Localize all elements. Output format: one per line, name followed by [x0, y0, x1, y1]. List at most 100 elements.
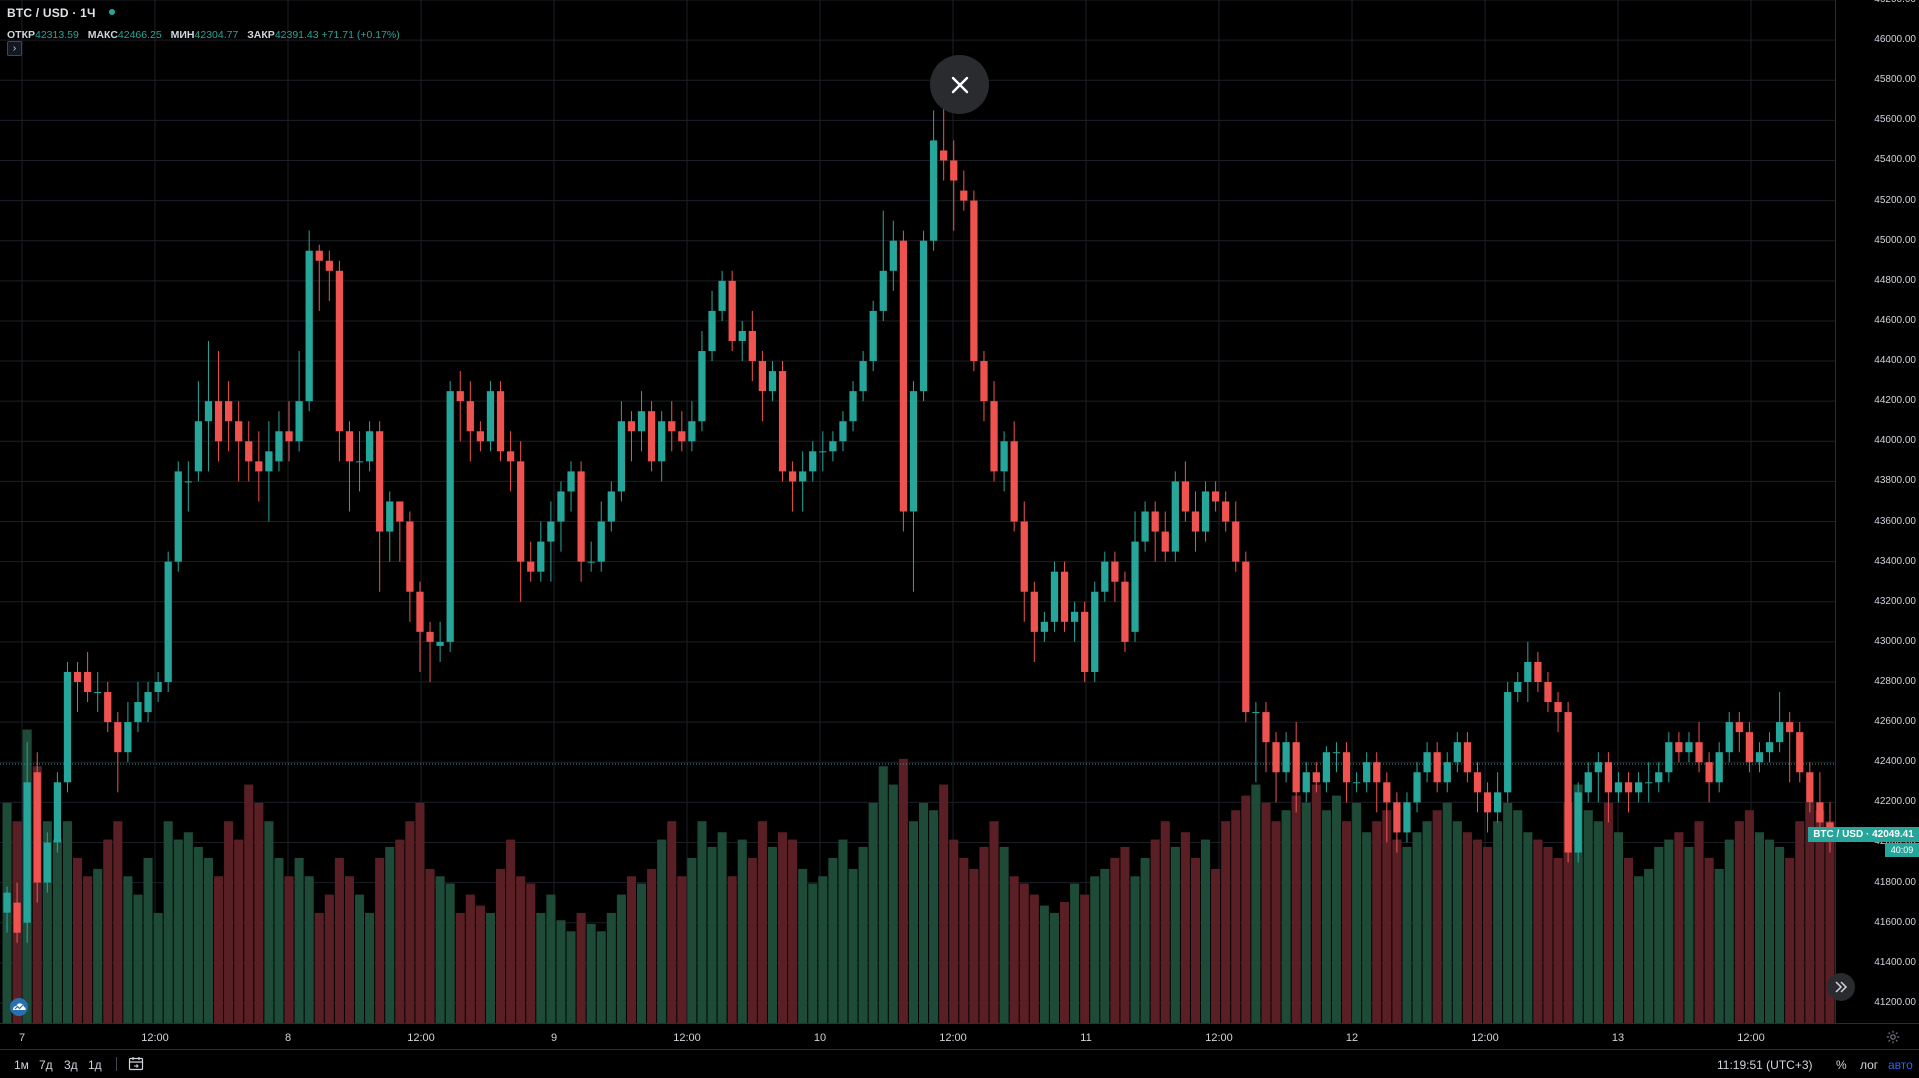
candle-body: [647, 411, 656, 462]
candle-body: [829, 441, 837, 452]
symbol-title[interactable]: BTC / USD · 1Ч: [7, 6, 96, 20]
log-scale-toggle[interactable]: лог: [1860, 1058, 1879, 1072]
gear-icon[interactable]: [1886, 1030, 1900, 1049]
volume-bar: [526, 883, 536, 1023]
volume-bar: [1432, 810, 1442, 1023]
volume-bar: [405, 821, 415, 1023]
volume-bar: [1734, 821, 1744, 1023]
range-1d-button[interactable]: 1д: [88, 1058, 102, 1072]
close-button[interactable]: [930, 55, 989, 114]
candle-body: [889, 240, 897, 271]
candle-body: [275, 431, 283, 462]
volume-bar: [878, 766, 888, 1023]
volume-bar: [1583, 810, 1593, 1023]
candle-body: [1252, 712, 1260, 714]
bottom-toolbar: 1м 7д 3д 1д 11:19:51 (UTC+3) % лог авто: [0, 1049, 1919, 1078]
volume-bar: [677, 876, 687, 1023]
candle-body: [849, 391, 857, 422]
price-tick-label: 44000.00: [1874, 435, 1916, 447]
candle-body: [1453, 742, 1461, 763]
candle-body: [1191, 511, 1200, 532]
candle-body: [1584, 772, 1592, 793]
volume-bar: [203, 857, 213, 1023]
candle-body: [416, 591, 424, 632]
volume-bar: [1483, 846, 1493, 1023]
candle-body: [1332, 752, 1341, 754]
volume-bar: [647, 868, 657, 1023]
candle-body: [1030, 591, 1038, 632]
current-price-tag: BTC / USD · 42049.41: [1808, 827, 1919, 842]
cloud-logo-icon[interactable]: [7, 996, 31, 1016]
scroll-to-realtime-button[interactable]: [1827, 973, 1855, 1001]
candle-body: [426, 631, 434, 642]
volume-bar: [1049, 912, 1059, 1023]
candle-body: [63, 671, 72, 783]
volume-bar: [1331, 795, 1341, 1023]
volume-bar: [546, 894, 556, 1023]
volume-bar: [1543, 846, 1553, 1023]
candle-body: [1201, 491, 1210, 532]
volume-bar: [163, 821, 173, 1023]
price-tick-label: 43800.00: [1874, 475, 1916, 487]
volume-bar: [1805, 802, 1815, 1023]
candle-body: [1604, 762, 1613, 793]
calendar-icon[interactable]: [128, 1056, 144, 1074]
candle-body: [1091, 591, 1099, 672]
volume-bar: [687, 857, 697, 1023]
range-3d-button[interactable]: 3д: [64, 1058, 78, 1072]
volume-bar: [506, 839, 516, 1023]
volume-bar: [888, 784, 898, 1023]
volume-bar: [133, 894, 143, 1023]
volume-bar: [1815, 810, 1825, 1023]
candle-body: [174, 471, 182, 562]
candle-body: [43, 842, 51, 883]
candle-body: [345, 431, 354, 462]
candle-body: [1685, 742, 1693, 753]
volume-bar: [244, 784, 254, 1023]
candle-body: [3, 892, 11, 913]
volume-bar: [62, 821, 72, 1023]
time-tick-label: 7: [19, 1032, 25, 1044]
session-clock[interactable]: 11:19:51 (UTC+3): [1717, 1058, 1813, 1072]
range-1m-button[interactable]: 1м: [14, 1058, 29, 1072]
volume-bar: [757, 821, 767, 1023]
candle-body: [1383, 782, 1391, 803]
volume-bar: [1090, 876, 1100, 1023]
percent-scale-toggle[interactable]: %: [1836, 1058, 1847, 1072]
volume-bar: [1563, 802, 1573, 1023]
candle-body: [1312, 772, 1320, 783]
candle-body: [184, 481, 192, 483]
volume-bar: [1724, 839, 1734, 1023]
auto-scale-toggle[interactable]: авто: [1888, 1058, 1913, 1072]
volume-bar: [193, 846, 203, 1023]
price-tick-label: 46200.00: [1839, 0, 1919, 7]
candle-body: [1493, 792, 1502, 813]
candle-body: [1816, 802, 1824, 823]
time-tick-label: 12:00: [1737, 1032, 1765, 1044]
price-tick-label: 45200.00: [1874, 194, 1916, 206]
volume-bar: [949, 839, 959, 1023]
volume-bar: [284, 876, 294, 1023]
candle-body: [658, 421, 666, 462]
price-tick-label: 43000.00: [1874, 635, 1916, 647]
time-tick-label: 10: [814, 1032, 826, 1044]
volume-bar: [1382, 810, 1392, 1023]
candle-body: [1222, 501, 1230, 522]
legend-toggle-button[interactable]: ›: [7, 41, 22, 56]
volume-bar: [1100, 868, 1110, 1023]
candle-body: [1151, 511, 1159, 532]
candle-body: [224, 401, 233, 422]
candle-body: [778, 371, 787, 472]
candle-body: [1544, 682, 1552, 703]
price-tick-label: 42800.00: [1874, 676, 1916, 687]
candle-body: [1181, 481, 1190, 512]
volume-bar: [1060, 901, 1070, 1023]
volume-bar: [264, 821, 274, 1023]
candlestick-chart[interactable]: 7 12:00 8 12:00 9 12:00 10 12:00 11 12:00 12 12:00 1…: [0, 0, 1919, 1049]
candle-body: [940, 150, 948, 161]
range-7d-button[interactable]: 7д: [39, 1058, 53, 1072]
candle-body: [879, 270, 887, 311]
candle-body: [637, 411, 646, 432]
volume-bar: [1553, 857, 1563, 1023]
